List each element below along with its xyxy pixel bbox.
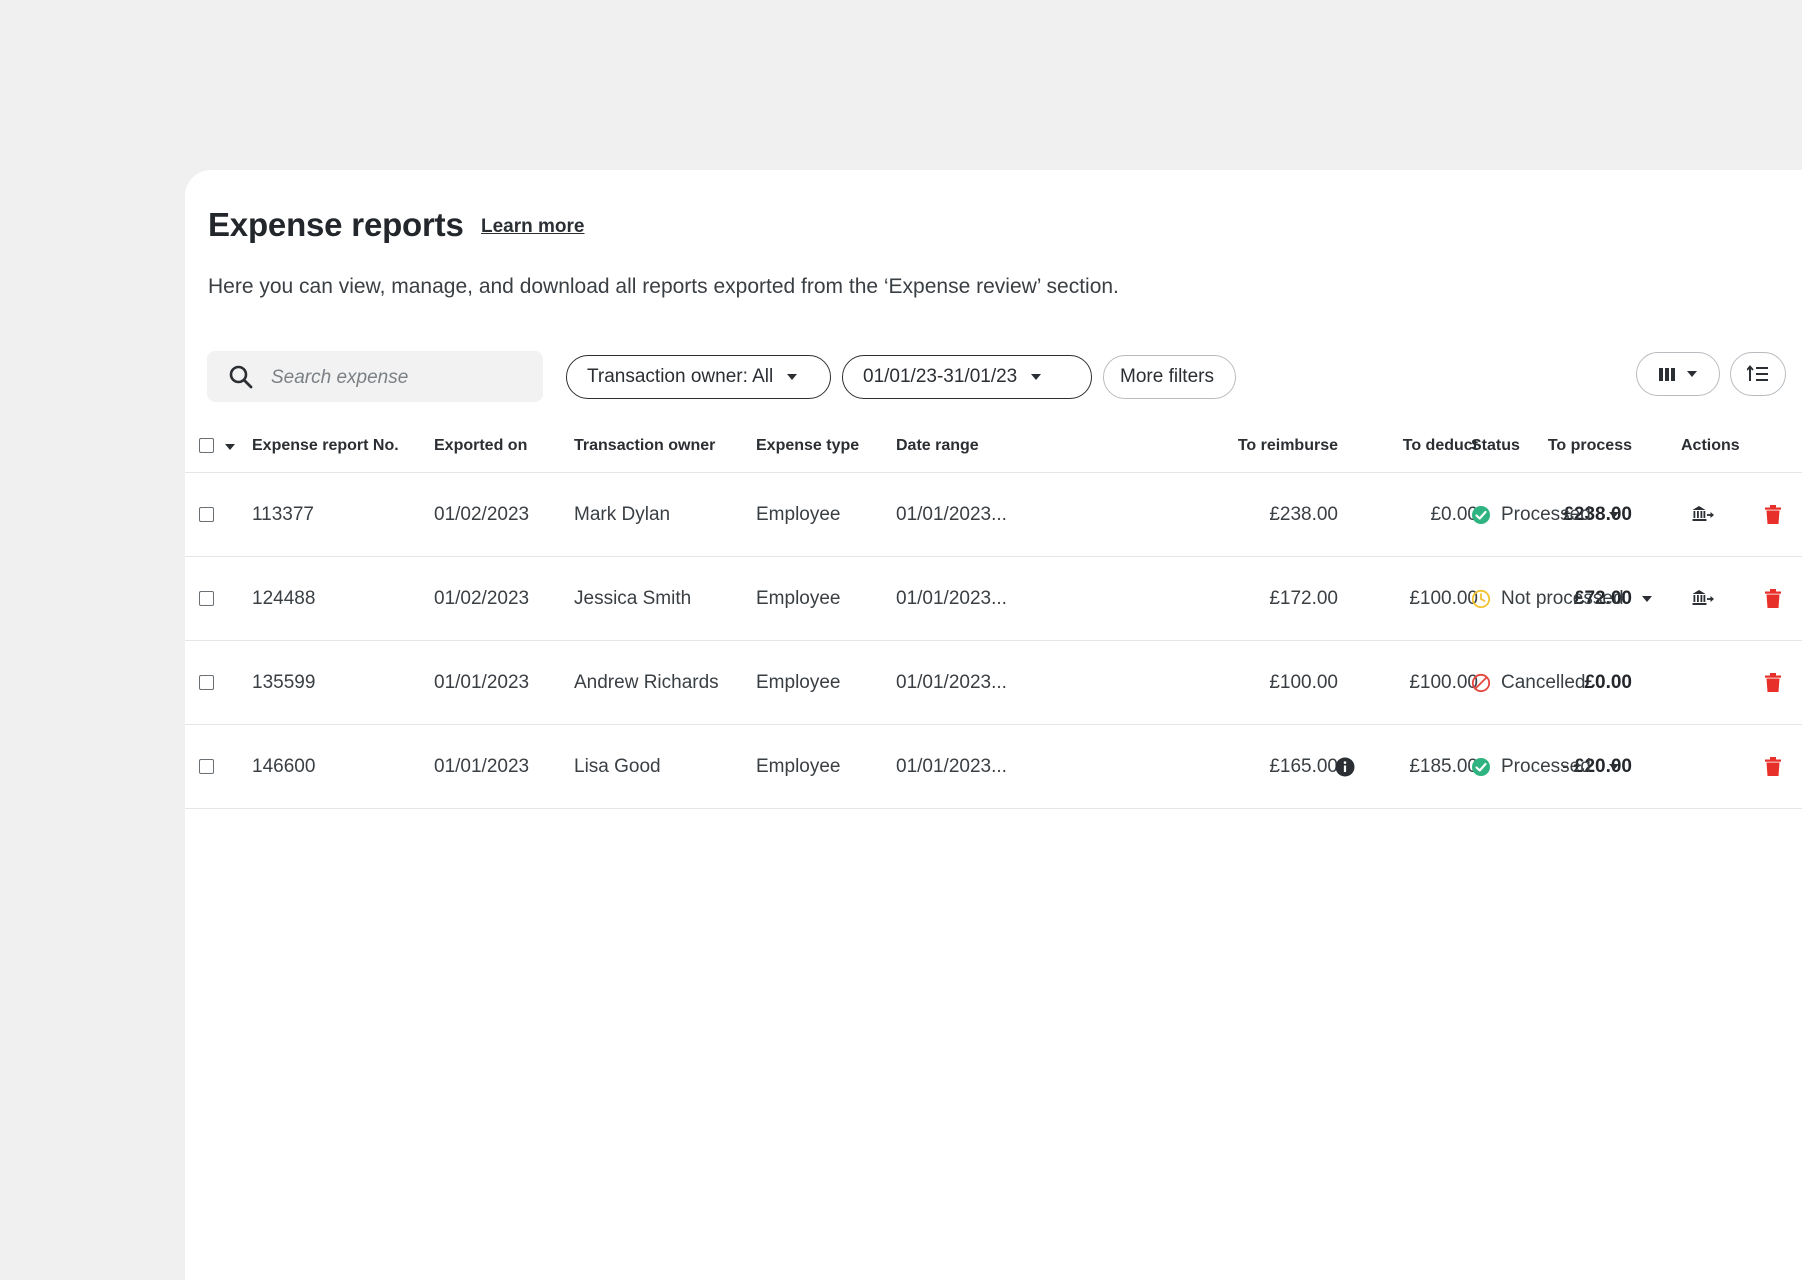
columns-icon xyxy=(1659,367,1675,381)
cell-to-deduct: £100.00 xyxy=(1409,588,1478,609)
row-checkbox[interactable] xyxy=(199,759,214,774)
trash-icon[interactable] xyxy=(1765,757,1781,776)
row-checkbox[interactable] xyxy=(199,675,214,690)
status-label: Not processed xyxy=(1501,587,1624,609)
row-checkbox[interactable] xyxy=(199,591,214,606)
cell-owner: Lisa Good xyxy=(574,756,661,777)
learn-more-link[interactable]: Learn more xyxy=(481,216,585,237)
cell-owner: Jessica Smith xyxy=(574,588,692,609)
status-label: Processed xyxy=(1501,503,1591,525)
status-dropdown-icon[interactable] xyxy=(1608,511,1619,518)
search-box[interactable] xyxy=(207,351,543,404)
search-icon xyxy=(229,365,253,389)
column-header-report-no[interactable]: Expense report No. xyxy=(252,437,399,454)
cell-report-no: 146600 xyxy=(252,756,316,777)
transaction-owner-filter[interactable]: Transaction owner: All xyxy=(566,355,831,399)
column-header-to-reimburse[interactable]: To reimburse xyxy=(1237,437,1338,454)
chevron-down-icon[interactable] xyxy=(225,444,235,450)
cell-date-range: 01/01/2023... xyxy=(896,756,1007,777)
cancel-icon xyxy=(1471,673,1491,692)
cell-to-process: £238.00 xyxy=(1563,504,1632,525)
cell-type: Employee xyxy=(756,756,841,777)
columns-button[interactable] xyxy=(1636,352,1720,396)
expense-reports-panel: Expense reports Learn more Here you can … xyxy=(185,170,1802,1280)
search-input[interactable] xyxy=(269,351,533,404)
cell-to-deduct: £185.00 xyxy=(1409,756,1478,777)
cell-exported-on: 01/01/2023 xyxy=(434,756,530,777)
status-badge: Cancelled xyxy=(1471,641,1586,724)
trash-icon[interactable] xyxy=(1765,673,1781,692)
cell-report-no: 113377 xyxy=(252,504,314,525)
bank-transfer-icon[interactable] xyxy=(1692,505,1714,523)
check-circle-icon xyxy=(1472,505,1490,524)
cell-to-reimburse: £100.00 xyxy=(1269,672,1338,693)
column-header-exported-on[interactable]: Exported on xyxy=(434,437,528,454)
status-label: Cancelled xyxy=(1501,671,1586,693)
cell-type: Employee xyxy=(756,672,841,693)
date-range-filter[interactable]: 01/01/23-31/01/23 xyxy=(842,355,1092,399)
cell-to-deduct: £0.00 xyxy=(1430,504,1478,525)
page-subtitle: Here you can view, manage, and download … xyxy=(208,275,1119,298)
cell-type: Employee xyxy=(756,588,841,609)
cell-exported-on: 01/01/2023 xyxy=(434,672,530,693)
bank-transfer-icon[interactable] xyxy=(1692,589,1714,607)
chevron-down-icon xyxy=(1687,371,1697,377)
column-header-status[interactable]: Status xyxy=(1471,437,1520,454)
trash-icon[interactable] xyxy=(1765,505,1781,524)
cell-to-process: £0.00 xyxy=(1584,672,1632,693)
cell-type: Employee xyxy=(756,504,841,525)
cell-to-process: £72.00 xyxy=(1573,588,1632,609)
cell-exported-on: 01/02/2023 xyxy=(434,504,530,525)
date-range-filter-label: 01/01/23-31/01/23 xyxy=(863,366,1018,387)
table-row[interactable]: 124488 01/02/2023 Jessica Smith Employee 01/… xyxy=(185,557,1802,641)
sort-button[interactable] xyxy=(1730,352,1786,396)
row-checkbox[interactable] xyxy=(199,507,214,522)
chevron-down-icon xyxy=(787,374,798,380)
status-badge[interactable]: Processed xyxy=(1471,473,1619,556)
sort-icon xyxy=(1747,365,1768,381)
info-icon[interactable] xyxy=(1335,757,1355,777)
table-row[interactable]: 135599 01/01/2023 Andrew Richards Employee 0… xyxy=(185,641,1802,725)
select-all-checkbox[interactable] xyxy=(199,438,214,453)
clock-icon xyxy=(1471,589,1491,608)
column-header-date-range[interactable]: Date range xyxy=(896,437,979,454)
table-row[interactable]: 146600 01/01/2023 Lisa Good Employee 01/01/2… xyxy=(185,725,1802,809)
cell-to-reimburse: £172.00 xyxy=(1269,588,1338,609)
transaction-owner-filter-label: Transaction owner: All xyxy=(587,366,774,387)
table-header: Expense report No. Exported on Transacti… xyxy=(185,420,1802,473)
check-circle-icon xyxy=(1472,757,1490,776)
cell-to-reimburse: £238.00 xyxy=(1269,504,1338,525)
cell-to-deduct: £100.00 xyxy=(1409,672,1478,693)
status-label: Processed xyxy=(1501,755,1591,777)
cell-date-range: 01/01/2023... xyxy=(896,588,1007,609)
cell-to-process: - £20.00 xyxy=(1562,756,1632,777)
chevron-down-icon xyxy=(1031,374,1042,380)
more-filters-label: More filters xyxy=(1120,366,1214,387)
trash-icon[interactable] xyxy=(1765,589,1781,608)
page-title: Expense reports xyxy=(208,206,464,243)
column-header-owner[interactable]: Transaction owner xyxy=(574,437,716,454)
cell-date-range: 01/01/2023... xyxy=(896,672,1007,693)
table-body: 113377 01/02/2023 Mark Dylan Employee 01/01/… xyxy=(185,473,1802,809)
column-header-type[interactable]: Expense type xyxy=(756,437,860,454)
expense-reports-table: Expense report No. Exported on Transacti… xyxy=(185,420,1802,809)
column-header-to-process[interactable]: To process xyxy=(1547,437,1632,454)
cell-to-reimburse: £165.00 xyxy=(1269,756,1338,777)
cell-date-range: 01/01/2023... xyxy=(896,504,1007,525)
status-badge[interactable]: Not processed xyxy=(1471,557,1652,640)
more-filters-button[interactable]: More filters xyxy=(1103,355,1236,399)
status-dropdown-icon[interactable] xyxy=(1608,763,1619,770)
table-row[interactable]: 113377 01/02/2023 Mark Dylan Employee 01/01/… xyxy=(185,473,1802,557)
column-header-actions: Actions xyxy=(1681,437,1740,454)
column-header-to-deduct[interactable]: To deduct xyxy=(1402,437,1478,454)
status-dropdown-icon[interactable] xyxy=(1641,595,1652,602)
cell-exported-on: 01/02/2023 xyxy=(434,588,530,609)
status-badge[interactable]: Processed xyxy=(1471,725,1619,808)
cell-owner: Mark Dylan xyxy=(574,504,671,525)
cell-report-no: 135599 xyxy=(252,672,316,693)
cell-owner: Andrew Richards xyxy=(574,672,719,693)
cell-report-no: 124488 xyxy=(252,588,316,609)
